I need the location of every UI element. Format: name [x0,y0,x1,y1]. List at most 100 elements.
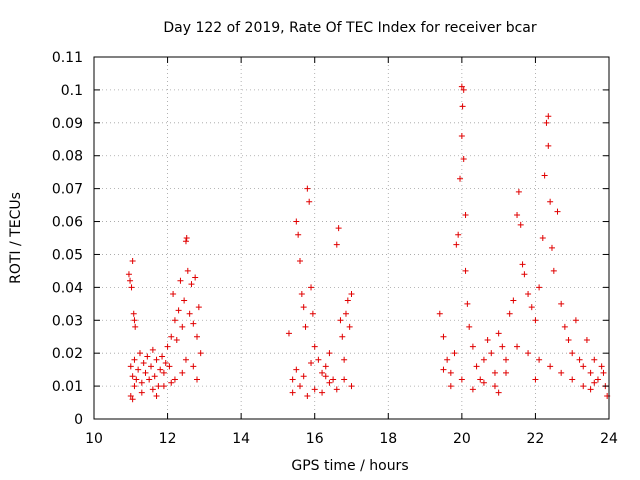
data-point [591,356,598,363]
data-point [539,235,546,241]
y-tick-label: 0.08 [52,149,83,165]
data-point [166,363,173,370]
data-point [131,356,138,363]
data-point [536,356,543,363]
data-point [458,132,465,139]
data-point [348,290,355,297]
data-point [440,366,447,373]
data-point [495,330,502,337]
data-point [159,353,166,360]
grid-lines [94,57,609,419]
data-point [308,360,315,367]
data-point [326,350,333,357]
data-point [304,185,311,192]
data-point [160,383,167,390]
data-point [545,142,552,149]
data-point [515,188,522,195]
data-point [293,218,300,225]
data-point [587,386,594,393]
data-point [569,376,576,383]
data-point [181,297,188,304]
data-point [447,369,454,376]
data-point [462,211,469,218]
data-point [131,317,138,324]
data-point [451,350,458,357]
data-point [135,366,142,373]
data-point [155,383,162,390]
data-point [127,363,134,370]
data-point [543,119,550,126]
data-point [580,383,587,390]
data-point [514,343,521,350]
data-point [295,231,302,238]
data-point [300,373,307,380]
data-point [142,369,149,376]
data-point [127,277,134,284]
data-point [138,389,145,396]
data-point [554,208,561,215]
data-point [583,337,590,344]
data-point [565,337,572,344]
data-point [464,300,471,307]
data-point [133,376,140,383]
data-point [580,363,587,370]
y-tick-label: 0.04 [52,280,83,296]
x-tick-label: 14 [232,431,250,447]
data-point [311,386,318,393]
data-point [173,337,180,344]
data-point [289,376,296,383]
y-tick-label: 0.1 [61,83,83,99]
data-point [304,392,311,399]
data-point [136,350,143,357]
chart-title: Day 122 of 2019, Rate Of TEC Index for r… [163,20,537,36]
data-point [184,267,191,274]
data-point [128,284,135,291]
data-point [341,356,348,363]
data-point [591,379,598,386]
data-point [171,317,178,324]
data-point [293,366,300,373]
data-point [488,350,495,357]
y-tick-label: 0.05 [52,247,83,263]
data-point [188,281,195,288]
data-point [179,323,186,330]
data-point [536,284,543,291]
data-point [339,333,346,340]
data-point [477,376,484,383]
y-tick-label: 0.11 [52,50,83,66]
data-point [466,323,473,330]
data-point [168,333,175,340]
data-point [517,221,524,228]
x-tick-label: 16 [306,431,324,447]
data-point [127,392,134,399]
data-point [315,356,322,363]
data-point [444,356,451,363]
data-point [177,277,184,284]
data-point [171,376,178,383]
data-point [311,343,318,350]
axis-ticks [93,56,610,420]
data-point [298,290,305,297]
data-point [460,86,467,93]
y-tick-label: 0.06 [52,215,83,231]
data-point [183,235,190,241]
data-point [151,373,158,380]
data-point [162,360,169,367]
data-point [541,172,548,179]
data-point [460,156,467,163]
data-point [175,307,182,314]
data-point [170,290,177,297]
data-point [322,363,329,370]
data-point [558,300,565,307]
data-point [440,333,447,340]
data-point [297,258,303,265]
data-point [306,198,313,205]
data-point [330,376,337,383]
y-tick-label: 0.02 [52,346,83,362]
x-tick-label: 10 [85,431,103,447]
data-point [532,376,539,383]
data-point [469,386,476,393]
data-point [457,175,464,182]
data-points [125,83,611,403]
